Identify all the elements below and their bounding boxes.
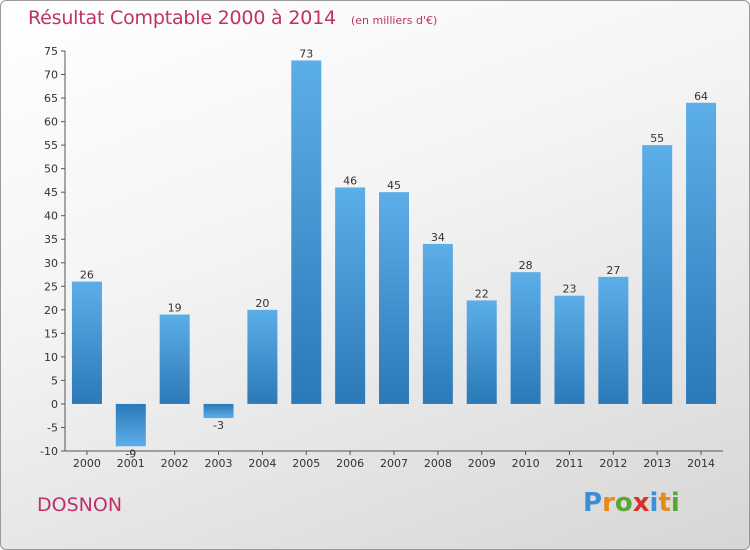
y-tick-label: 65 (44, 92, 58, 105)
data-label: 22 (475, 287, 489, 300)
data-label: 19 (168, 302, 182, 315)
data-label: 45 (387, 179, 401, 192)
y-tick-label: 40 (44, 210, 58, 223)
y-tick-label: 20 (44, 304, 58, 317)
x-tick-label: 2010 (512, 457, 540, 470)
bar (291, 60, 322, 404)
logo-letter: i (670, 488, 680, 518)
data-label: 64 (694, 90, 708, 103)
x-tick-label: 2012 (599, 457, 627, 470)
bar (115, 403, 146, 447)
logo-letter: i (649, 488, 659, 518)
data-label: 26 (80, 269, 94, 282)
bar (247, 309, 278, 404)
chart-title: Résultat Comptable 2000 à 2014 (28, 7, 336, 29)
y-tick-label: -5 (47, 421, 58, 434)
logo-letter: t (658, 488, 671, 518)
x-tick-label: 2006 (336, 457, 364, 470)
logo-letter: r (602, 488, 615, 518)
logo-letter: x (632, 488, 650, 518)
data-label: 20 (255, 297, 269, 310)
bar (379, 192, 409, 404)
data-label: 34 (431, 231, 445, 244)
bar (598, 276, 629, 404)
y-tick-label: 30 (44, 257, 58, 270)
y-tick-label: 50 (44, 163, 58, 176)
y-tick-label: 60 (44, 116, 58, 129)
bar (71, 281, 102, 404)
x-tick-label: 2011 (555, 457, 583, 470)
bar (510, 272, 541, 404)
y-tick-label: 25 (44, 280, 58, 293)
data-label: 73 (299, 47, 313, 60)
x-tick-label: 2008 (424, 457, 452, 470)
bar (686, 102, 717, 404)
y-tick-label: 45 (44, 186, 58, 199)
x-tick-label: 2000 (73, 457, 101, 470)
x-tick-label: 2007 (380, 457, 408, 470)
y-tick-label: 75 (44, 45, 58, 58)
logo-letter: o (614, 488, 633, 518)
y-tick-label: 10 (44, 351, 58, 364)
x-tick-label: 2001 (117, 457, 145, 470)
data-label: 27 (606, 264, 620, 277)
y-tick-label: 15 (44, 327, 58, 340)
x-tick-label: 2009 (468, 457, 496, 470)
title-row: Résultat Comptable 2000 à 2014 (en milli… (28, 7, 437, 29)
bar (422, 243, 453, 404)
chart-subtitle: (en milliers d'€) (350, 14, 438, 27)
y-tick-label: 5 (51, 374, 58, 387)
data-label: -3 (213, 419, 224, 432)
bar (466, 300, 497, 404)
y-tick-label: 55 (44, 139, 58, 152)
x-tick-label: 2005 (292, 457, 320, 470)
bar (159, 314, 190, 404)
bar (203, 403, 234, 419)
bar (335, 187, 366, 404)
y-tick-label: 0 (51, 398, 58, 411)
data-label: 46 (343, 174, 357, 187)
bar (554, 295, 585, 404)
bar (642, 145, 673, 404)
y-tick-label: 35 (44, 233, 58, 246)
x-tick-label: 2003 (205, 457, 233, 470)
data-label: 23 (562, 283, 576, 296)
commune-name: DOSNON (37, 494, 123, 516)
x-tick-label: 2002 (161, 457, 189, 470)
data-label: 28 (519, 259, 533, 272)
y-tick-label: 70 (44, 69, 58, 82)
x-tick-label: 2013 (643, 457, 671, 470)
x-tick-label: 2004 (248, 457, 276, 470)
data-label: 55 (650, 132, 664, 145)
logo-letter: P (583, 488, 603, 518)
proxiti-logo: Proxiti (583, 488, 680, 518)
x-tick-label: 2014 (687, 457, 715, 470)
data-label: -9 (125, 447, 136, 460)
y-tick-label: -10 (40, 445, 58, 458)
